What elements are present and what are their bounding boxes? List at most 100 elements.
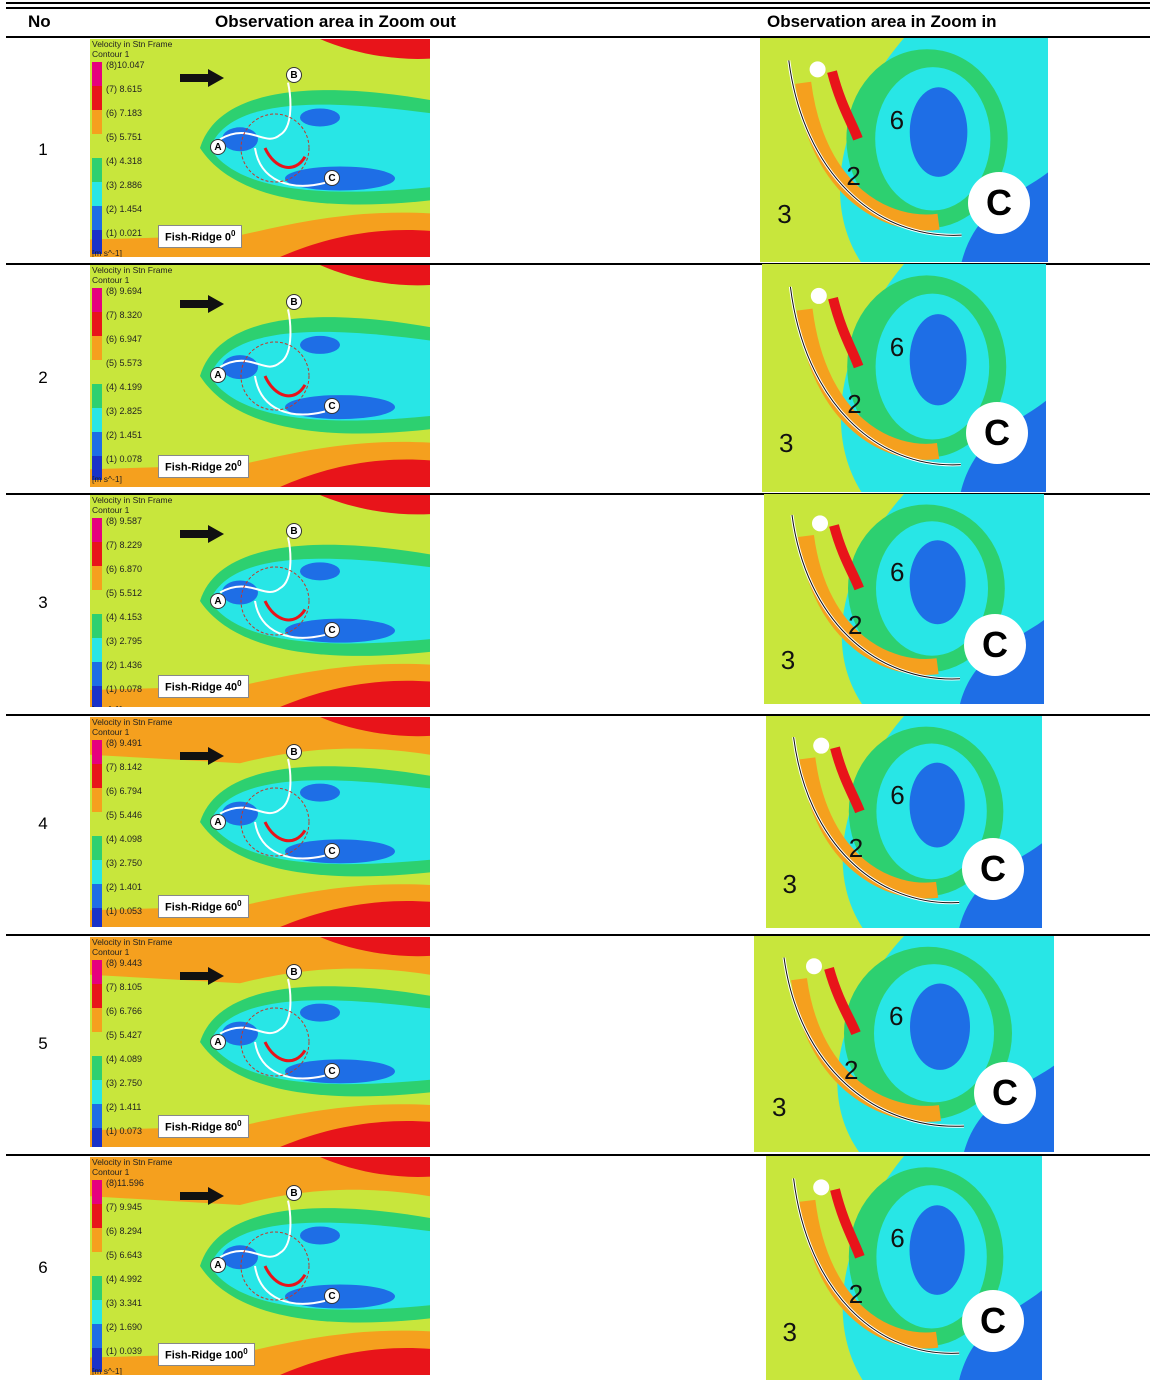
fish-ridge-angle-label: Fish-Ridge 600 [158,895,249,918]
legend-value: (1) 0.073 [106,1126,143,1136]
legend-subtitle: Contour 1 [92,946,130,957]
flow-direction-arrow-icon [180,525,224,543]
legend-swatch [92,590,102,614]
legend-value: (8) 9.587 [106,516,143,526]
legend-color-bar [92,62,102,254]
flow-direction-arrow-icon [180,1187,224,1205]
legend-value: (8)11.596 [106,1178,144,1188]
legend-value: (8) 9.491 [106,738,143,748]
legend-title-block: Velocity in Stn Frame Contour 1 [92,39,173,60]
legend-swatch [92,432,102,456]
legend-swatch [92,230,102,254]
legend-swatch [92,456,102,480]
contour-level-label: 2 [844,1054,859,1085]
contour-level-label: 3 [772,1091,787,1122]
legend-swatch [92,1348,102,1372]
fish-ridge-angle-label: Fish-Ridge 1000 [158,1343,255,1366]
legend-unit: [m s^-1] [92,1146,122,1147]
legend-value: (1) 0.078 [106,454,143,464]
legend-value: (7) 9.945 [106,1202,143,1212]
legend-swatch [92,182,102,206]
legend-value: (2) 1.454 [106,204,143,214]
legend-unit: [m s^-1] [92,474,122,484]
legend-swatch [92,1056,102,1080]
legend-unit: [m s^-1] [92,248,122,257]
legend-swatch [92,1080,102,1104]
legend-value: (5) 5.573 [106,358,143,368]
legend-values: (8)10.047 (7) 8.615 (6) 7.183 (5) 5.751 (4) … [106,60,145,252]
degree-superscript: 0 [231,229,236,238]
table-top-rule-2 [6,7,1150,9]
legend-value: (7) 8.229 [106,540,143,550]
legend-swatch [92,836,102,860]
legend-values: (8)11.596 (7) 9.945 (6) 8.294 (5) 6.643 (4) … [106,1178,144,1370]
contour-level-label: 6 [890,557,905,587]
contour-level-label: 3 [780,645,796,676]
legend-title: Velocity in Stn Frame [92,39,173,49]
legend-title-block: Velocity in Stn Frame Contour 1 [92,937,172,958]
zoom-out-contour-plot: Velocity in Stn Frame Contour 1 (8) 9.443(… [90,937,430,1147]
row-divider [6,934,1150,936]
legend-value: (6) 6.766 [106,1006,143,1016]
legend-color-bar [92,960,102,1147]
legend-value: (4) 4.089 [106,1054,143,1064]
legend-title-block: Velocity in Stn Frame Contour 1 [92,717,173,738]
row-number: 4 [38,814,48,833]
legend-swatch [92,566,102,590]
legend-swatch [92,206,102,230]
contour-level-label: 3 [779,428,794,459]
legend-value: (8) 9.694 [106,286,143,296]
legend-unit: [m s^-1] [92,704,122,707]
rotor-marker-c: C [324,843,340,859]
legend-title: Velocity in Stn Frame [92,717,173,727]
legend-value: (1) 0.053 [106,906,143,916]
legend-values: (8) 9.491 (7) 8.142 (6) 6.794 (5) 5.446 (4) … [106,738,142,927]
legend-value: (3) 2.825 [106,406,143,416]
row-divider [6,263,1150,265]
header-zoom-in: Observation area in Zoom in [767,12,997,31]
rotor-marker-c-large: C [968,172,1030,234]
rotor-marker-c-large: C [962,838,1024,900]
legend-swatch [92,408,102,432]
contour-level-label: 2 [847,389,862,420]
row-number: 6 [38,1258,48,1277]
rotor-marker-c: C [324,1287,340,1304]
fish-ridge-label-text: Fish-Ridge 40 [165,681,238,694]
row-divider [6,1154,1150,1156]
legend-unit: [m s^-1] [92,926,122,927]
rotor-marker-c: C [324,622,340,639]
rotor-marker-c: C [324,1063,340,1079]
legend-value: (8) 9.443 [106,958,143,968]
contour-level-label: 3 [782,1317,798,1348]
legend-swatch [92,1032,102,1056]
legend-value: (6) 6.794 [106,786,143,796]
header-rule [6,36,1150,38]
row-number: 1 [38,140,48,159]
table-top-rule [6,2,1150,4]
legend-title-block: Velocity in Stn Frame Contour 1 [92,265,172,286]
legend-color-bar [92,288,102,480]
legend-swatch [92,134,102,158]
legend-value: (7) 8.320 [106,310,143,320]
legend-swatch [92,984,102,1008]
legend-value: (8)10.047 [106,60,145,70]
rotor-marker-c-large: C [974,1062,1036,1124]
legend-swatch [92,686,102,707]
contour-level-label: 6 [890,1223,905,1254]
legend-value: (6) 6.870 [106,564,143,574]
legend-swatch [92,1228,102,1252]
legend-value: (7) 8.142 [106,762,143,772]
degree-superscript: 0 [237,459,242,468]
fish-ridge-label-text: Fish-Ridge 60 [165,901,238,914]
contour-level-label: 6 [889,332,905,363]
contour-level-label: 6 [889,105,905,136]
legend-color-bar [92,740,102,927]
legend-values: (8) 9.443 (7) 8.105 (6) 6.766 (5) 5.427 (4) … [106,958,142,1147]
legend-value: (5) 5.446 [106,810,143,820]
row-number: 5 [38,1034,48,1053]
legend-value: (3) 2.750 [106,1078,143,1088]
legend-color-bar [92,1180,102,1372]
legend-swatch [92,384,102,408]
rotor-marker-a: A [210,1257,226,1274]
